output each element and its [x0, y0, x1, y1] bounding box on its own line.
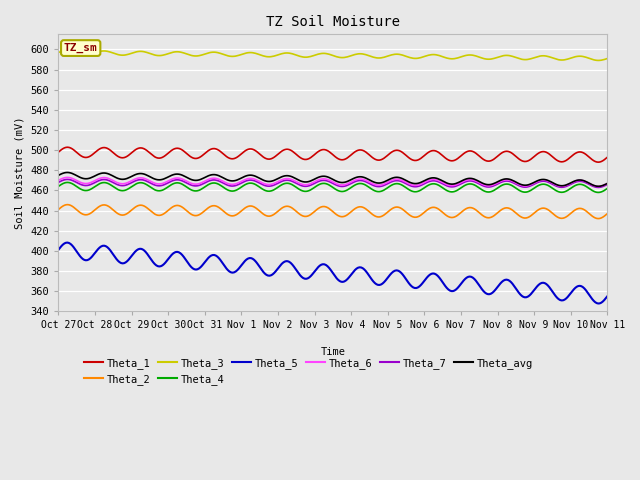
Legend: Theta_1, Theta_2, Theta_3, Theta_4, Theta_5, Theta_6, Theta_7, Theta_avg: Theta_1, Theta_2, Theta_3, Theta_4, Thet…	[80, 354, 538, 389]
Text: TZ_sm: TZ_sm	[64, 43, 97, 53]
Title: TZ Soil Moisture: TZ Soil Moisture	[266, 15, 400, 29]
Y-axis label: Soil Moisture (mV): Soil Moisture (mV)	[15, 117, 25, 229]
X-axis label: Time: Time	[321, 347, 346, 357]
